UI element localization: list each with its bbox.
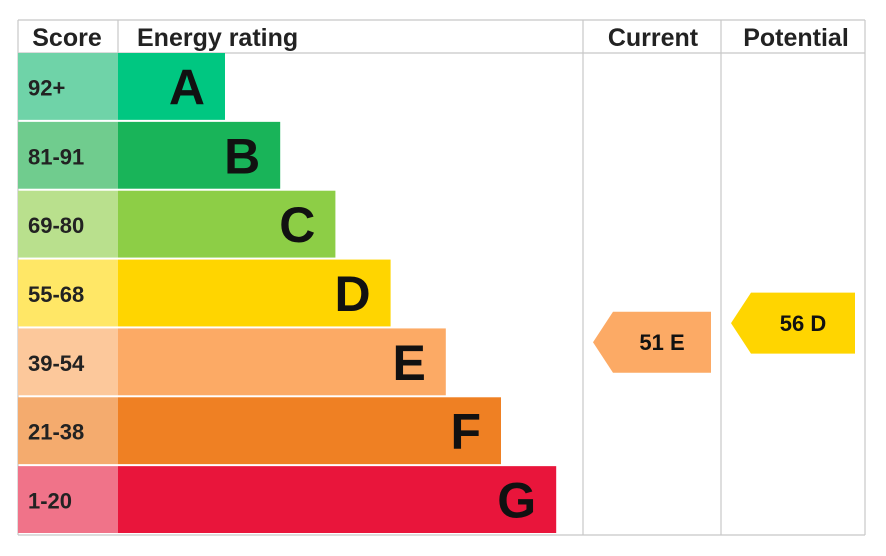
score-range-f: 21-38 <box>28 420 84 445</box>
rating-bands: 92+ A 81-91 B 69-80 C 55-68 D 39-54 E 21-38 F 1-20 G <box>18 53 557 533</box>
current-header: Current <box>608 24 699 52</box>
band-bar-f <box>118 397 501 465</box>
potential-rating-label: 56 D <box>780 311 826 336</box>
band-bar-g <box>118 466 557 533</box>
score-range-a: 92+ <box>28 75 65 100</box>
score-cell-d <box>18 259 118 327</box>
score-cell-a <box>18 53 118 120</box>
score-range-b: 81-91 <box>28 144 84 169</box>
band-letter-c: C <box>279 197 315 253</box>
score-range-d: 55-68 <box>28 282 84 307</box>
current-pointer <box>593 311 711 373</box>
current-rating-label: 51 E <box>639 330 684 355</box>
rating-pointers: 51 E 56 D <box>593 292 855 373</box>
band-letter-b: B <box>224 128 260 184</box>
score-range-e: 39-54 <box>28 351 85 376</box>
band-letter-a: A <box>169 59 205 115</box>
score-header: Score <box>32 24 102 52</box>
score-cell-g <box>18 466 118 533</box>
band-letter-e: E <box>392 335 425 391</box>
score-cell-c <box>18 190 118 258</box>
band-bar-a <box>118 53 225 120</box>
band-bar-e <box>118 328 446 396</box>
band-bar-b <box>118 121 281 189</box>
band-bar-d <box>118 259 391 327</box>
band-letter-g: G <box>497 473 536 529</box>
energy-rating-header: Energy rating <box>137 24 298 52</box>
score-range-c: 69-80 <box>28 213 84 238</box>
score-range-g: 1-20 <box>28 489 72 514</box>
score-cell-e <box>18 328 118 396</box>
band-letter-d: D <box>334 266 370 322</box>
band-bar-c <box>118 190 336 258</box>
potential-header: Potential <box>743 24 849 52</box>
score-cell-b <box>18 121 118 189</box>
potential-pointer <box>731 292 855 354</box>
score-cell-f <box>18 397 118 465</box>
band-letter-f: F <box>450 404 481 460</box>
